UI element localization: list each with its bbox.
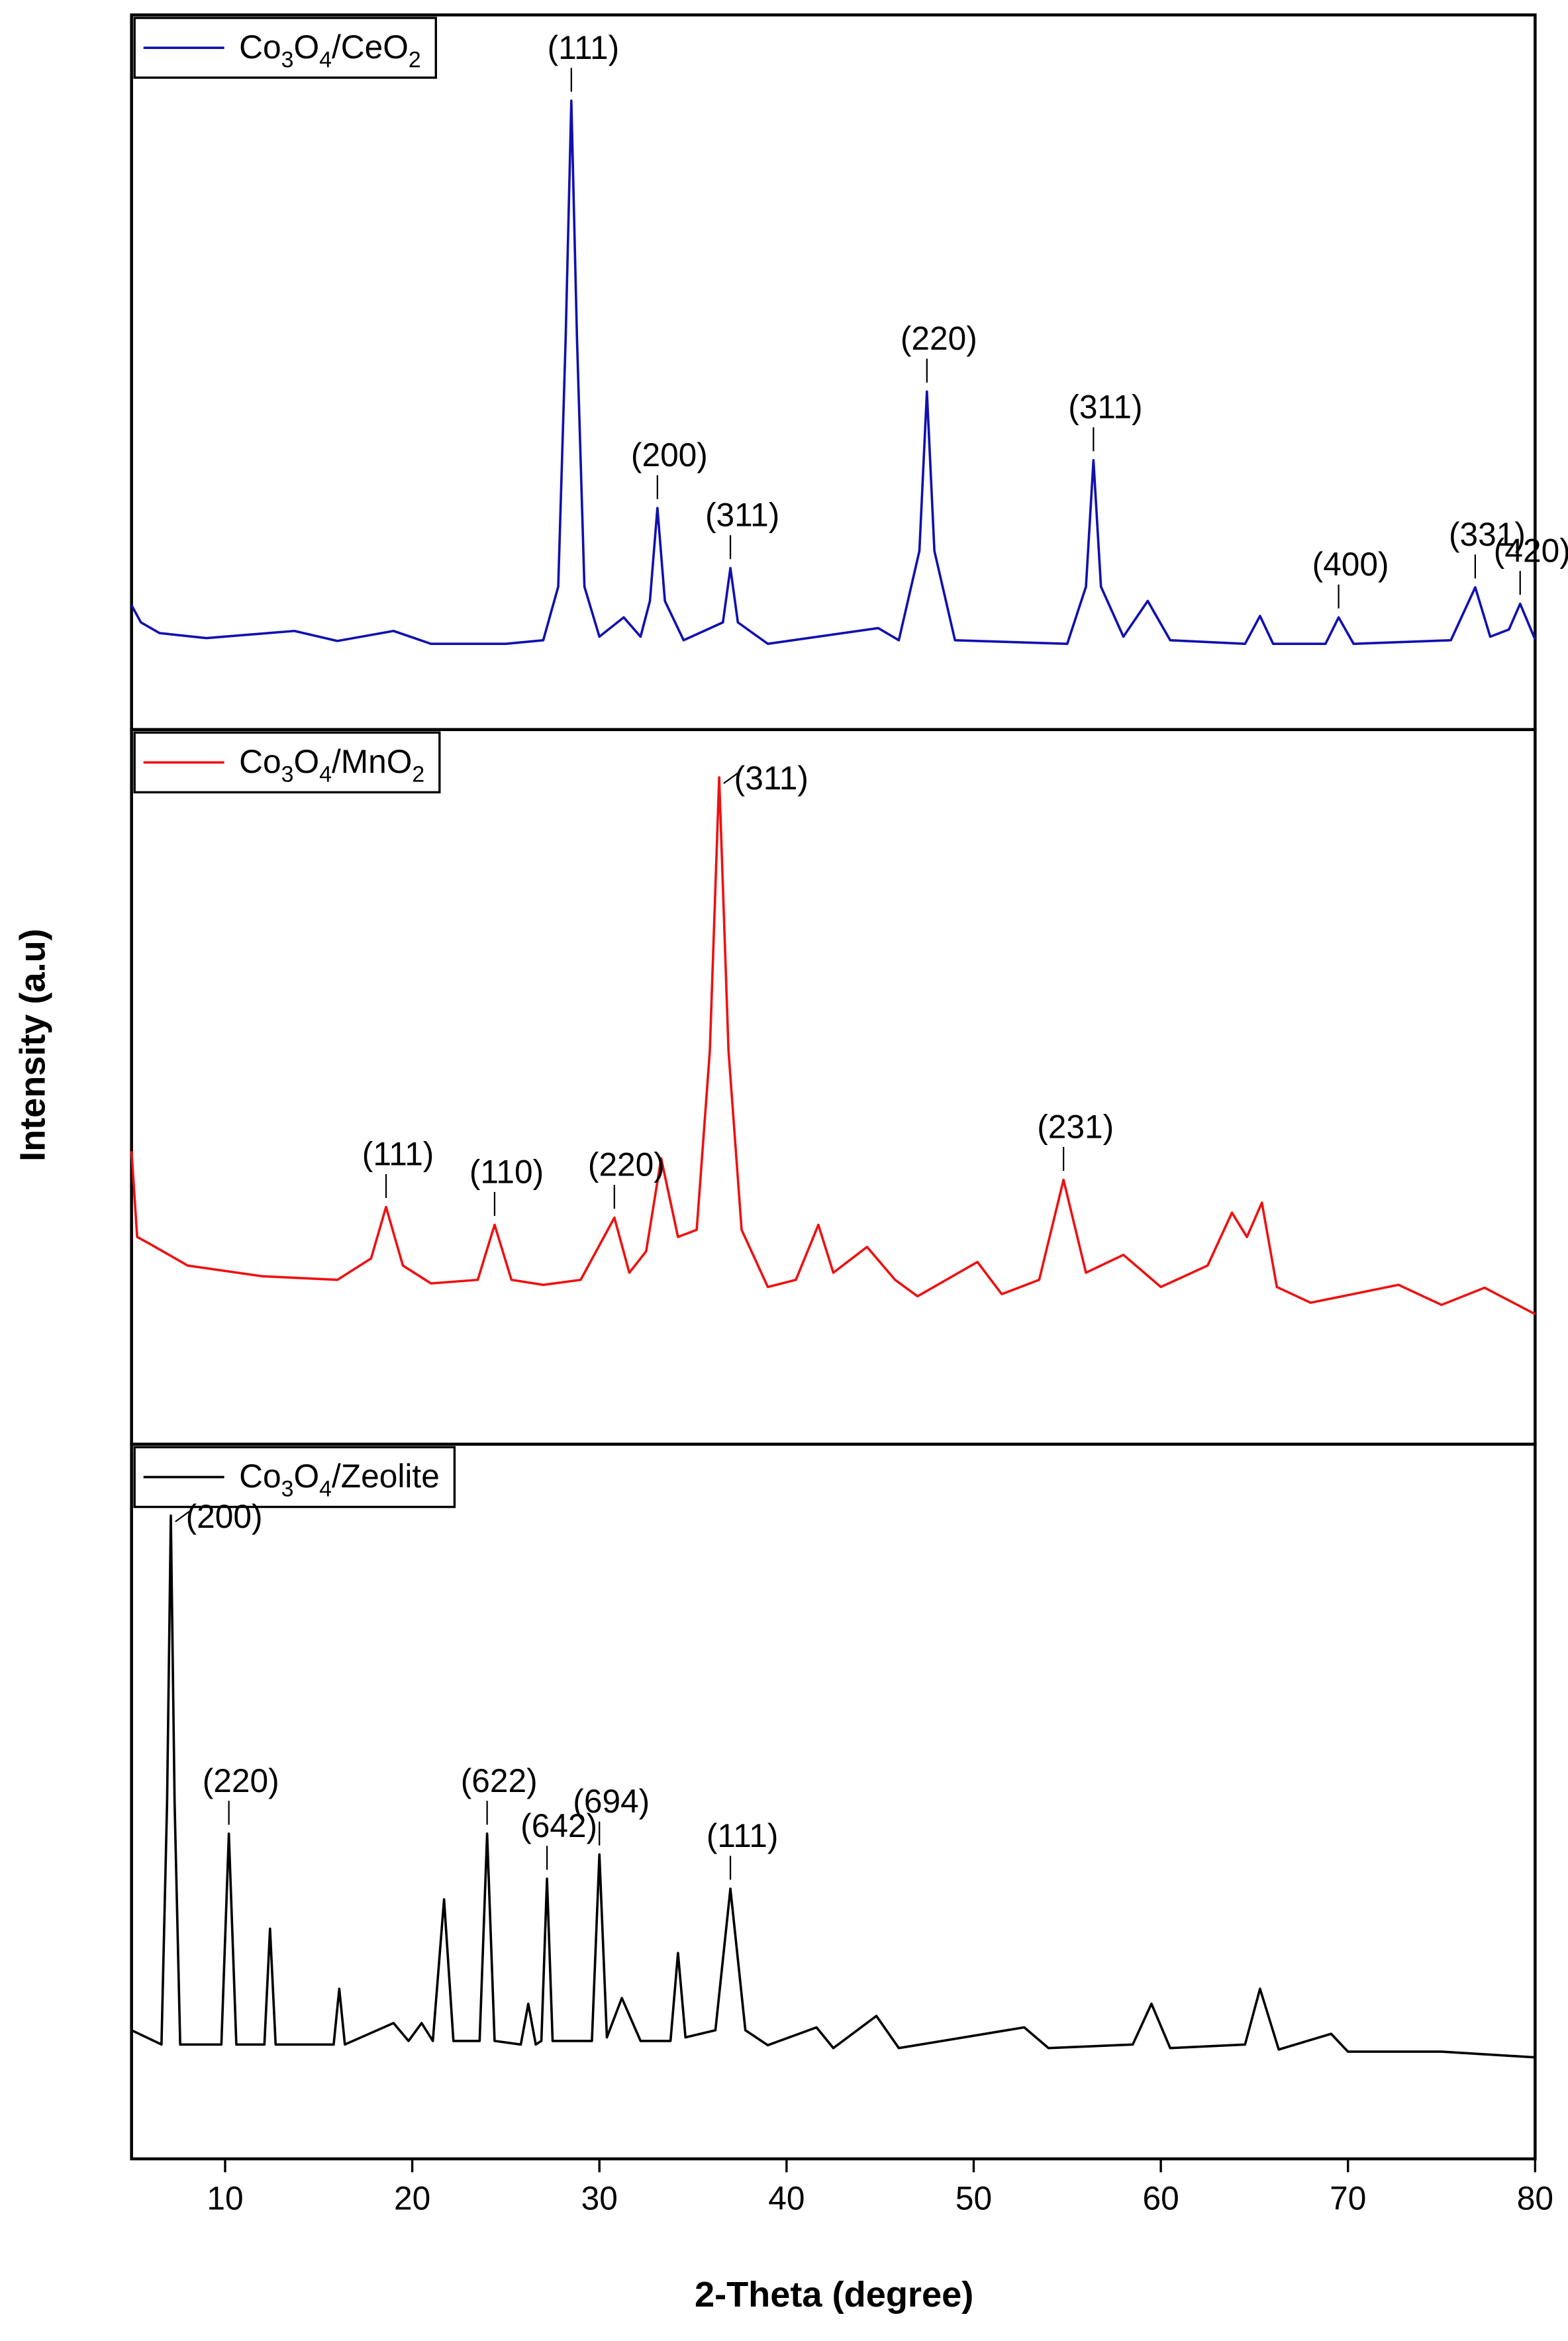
x-tick-label: 40: [768, 2180, 805, 2217]
annotation: (111): [707, 1817, 779, 1854]
x-tick-label: 20: [394, 2180, 430, 2217]
annotation: (200): [631, 436, 708, 473]
data-line: [130, 776, 1536, 1316]
annotation: (220): [588, 1146, 665, 1183]
legend-box: [133, 17, 437, 79]
panel-frame: [130, 728, 1537, 1446]
data-line: [130, 99, 1537, 645]
panel-frame: [130, 13, 1537, 731]
annotation: (642): [520, 1807, 597, 1844]
x-tick-label: 70: [1330, 2180, 1366, 2217]
annotation: (111): [362, 1135, 434, 1172]
data-line: [130, 1514, 1536, 2059]
x-tick-label: 80: [1517, 2180, 1553, 2217]
annotation: (110): [469, 1153, 544, 1190]
annotation: (311): [705, 497, 779, 534]
legend-label: Co3O4/Zeolite: [239, 1458, 440, 1501]
annotation: (420): [1494, 532, 1568, 570]
x-axis-label: 2-Theta (degree): [695, 2275, 973, 2315]
annotation: (111): [548, 29, 620, 66]
x-tick-label: 30: [581, 2180, 618, 2217]
legend-label: Co3O4/MnO2: [239, 743, 424, 787]
annotation: (200): [186, 1498, 263, 1535]
legend-label: Co3O4/CeO2: [239, 28, 421, 72]
annotation: (231): [1037, 1108, 1114, 1145]
annotation: (220): [901, 320, 977, 357]
x-tick-label: 60: [1142, 2180, 1179, 2217]
annotation-leader: [723, 771, 741, 784]
annotation: (220): [203, 1762, 279, 1799]
annotation: (311): [1068, 389, 1142, 426]
y-axis-label: Intensity (a.u): [13, 928, 53, 1162]
annotation: (331): [1449, 516, 1526, 553]
annotation: (400): [1312, 546, 1389, 583]
annotation-leader: [175, 1509, 193, 1522]
annotation: (311): [734, 760, 808, 797]
x-tick-label: 50: [956, 2180, 992, 2217]
annotation: (694): [573, 1783, 650, 1820]
panel-frame: [130, 1442, 1537, 2161]
annotation: (622): [461, 1762, 538, 1799]
x-tick-label: 10: [207, 2180, 243, 2217]
